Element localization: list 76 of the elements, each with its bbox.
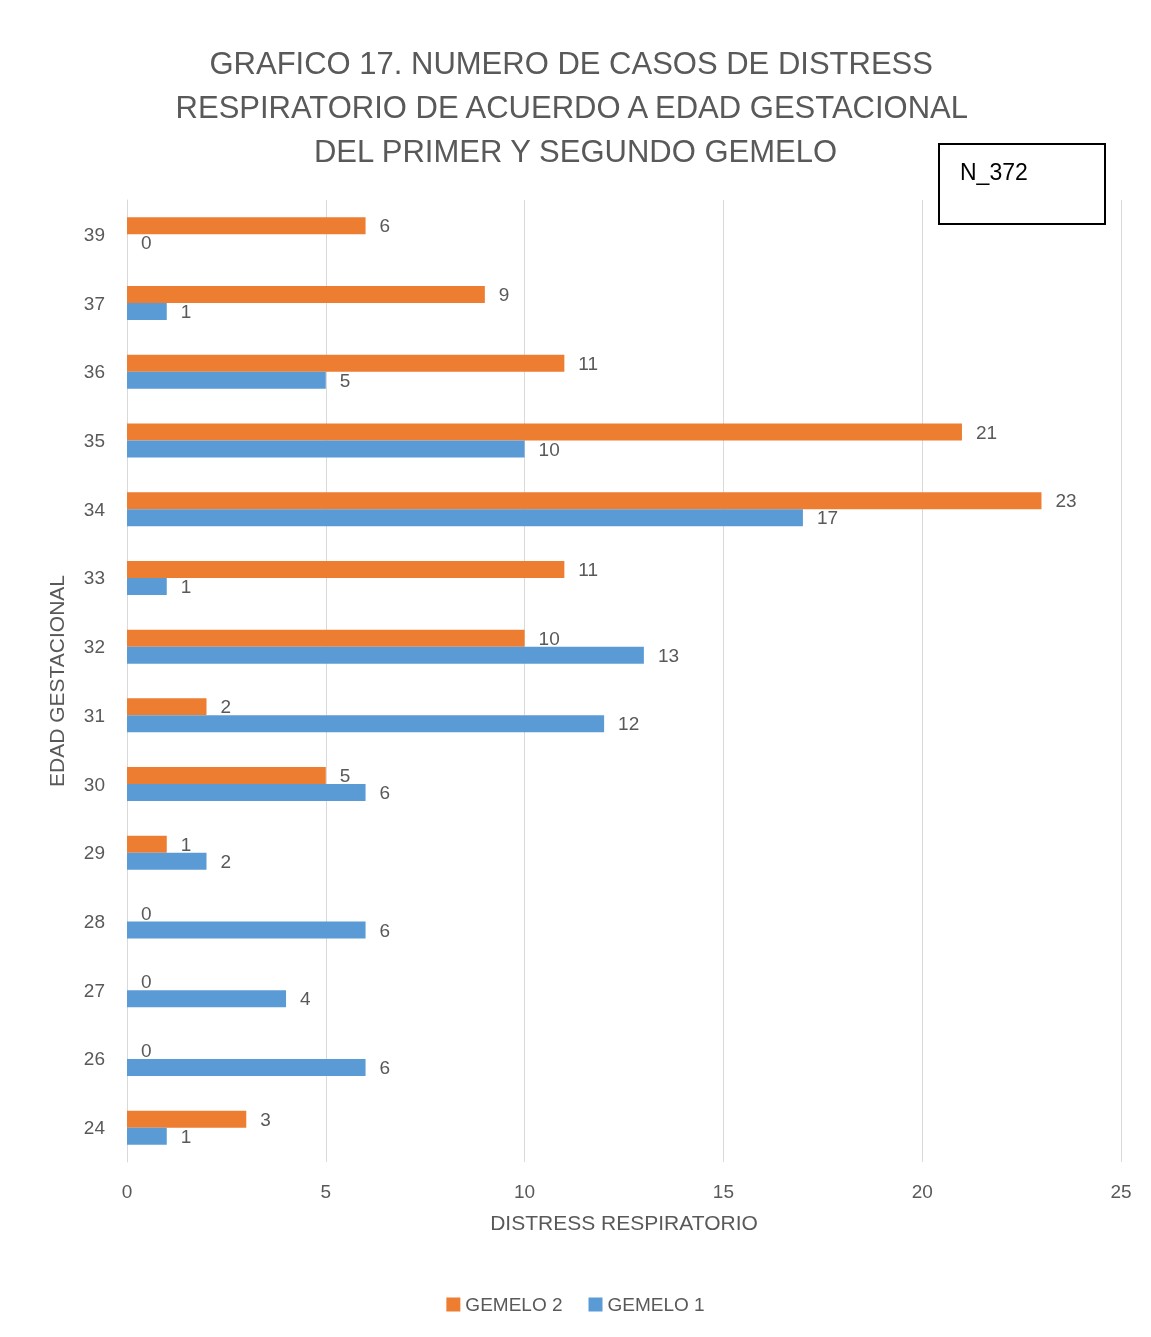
data-label: 0 [141,902,152,924]
y-tick-label: 30 [83,773,105,795]
x-tick-label: 10 [514,1181,536,1202]
bar [127,560,565,578]
y-tick-label: 24 [83,1117,106,1139]
data-label: 23 [1055,490,1077,512]
bar [127,354,565,372]
x-tick-label: 25 [1110,1181,1132,1202]
bar [127,990,287,1008]
data-label: 1 [180,575,192,597]
data-label: 6 [379,1056,391,1078]
bar [127,698,207,716]
bar [127,784,366,802]
y-tick-label: 27 [83,979,105,1001]
data-label: 1 [180,301,192,323]
bar [127,835,167,853]
data-label: 0 [141,971,152,993]
bar [127,286,485,304]
data-label: 11 [578,558,599,580]
bar [127,629,525,647]
y-tick-label: 39 [83,223,105,245]
data-label: 1 [180,1125,192,1147]
data-label: 11 [578,352,599,374]
x-tick-label: 5 [320,1181,332,1202]
y-tick-label: 31 [83,704,105,726]
data-label: 0 [141,232,152,254]
bar [127,440,525,458]
y-tick-label: 26 [83,1048,105,1070]
data-label: 0 [141,1039,152,1061]
data-label: 21 [975,421,998,443]
data-label: 2 [220,850,232,872]
bar [127,921,366,939]
y-tick-label: 34 [83,498,106,520]
bar [127,509,803,527]
x-tick-label: 0 [121,1181,133,1202]
x-tick-label: 15 [712,1181,734,1202]
bar [127,423,962,441]
bar [127,767,326,785]
bar [127,646,644,664]
y-axis-title: EDAD GESTACIONAL [45,575,68,787]
x-axis-title: DISTRESS RESPIRATORIO [490,1211,758,1234]
data-label: 13 [657,644,680,666]
bar [127,715,605,733]
bar [127,577,167,595]
y-tick-label: 36 [83,361,105,383]
data-label: 9 [498,284,510,306]
y-tick-label: 29 [83,842,105,864]
y-tick-label: 32 [83,636,105,658]
data-label: 10 [538,438,560,460]
data-label: 5 [339,765,351,787]
bar [127,1058,366,1076]
y-tick-label: 33 [83,567,105,589]
data-label: 1 [180,833,192,855]
data-label: 3 [260,1108,271,1130]
x-tick-label: 20 [911,1181,933,1202]
y-tick-label: 35 [83,430,105,451]
bar [127,371,326,389]
y-tick-label: 37 [83,292,105,314]
bar [127,1127,167,1145]
data-label: 6 [379,919,391,941]
data-label: 2 [220,696,232,718]
bar [127,852,207,870]
bar [127,303,167,321]
legend-label: GEMELO 1 [607,1294,705,1315]
legend-label: GEMELO 2 [465,1294,563,1315]
data-label: 12 [618,713,640,735]
y-tick-label: 28 [83,911,105,932]
data-label: 5 [339,369,351,391]
bar [127,217,366,235]
bar [127,1110,247,1128]
data-label: 6 [379,782,391,804]
bar [127,492,1042,510]
data-label: 17 [816,507,839,529]
data-label: 4 [300,988,312,1010]
data-label: 10 [538,627,560,649]
data-label: 6 [379,215,391,237]
